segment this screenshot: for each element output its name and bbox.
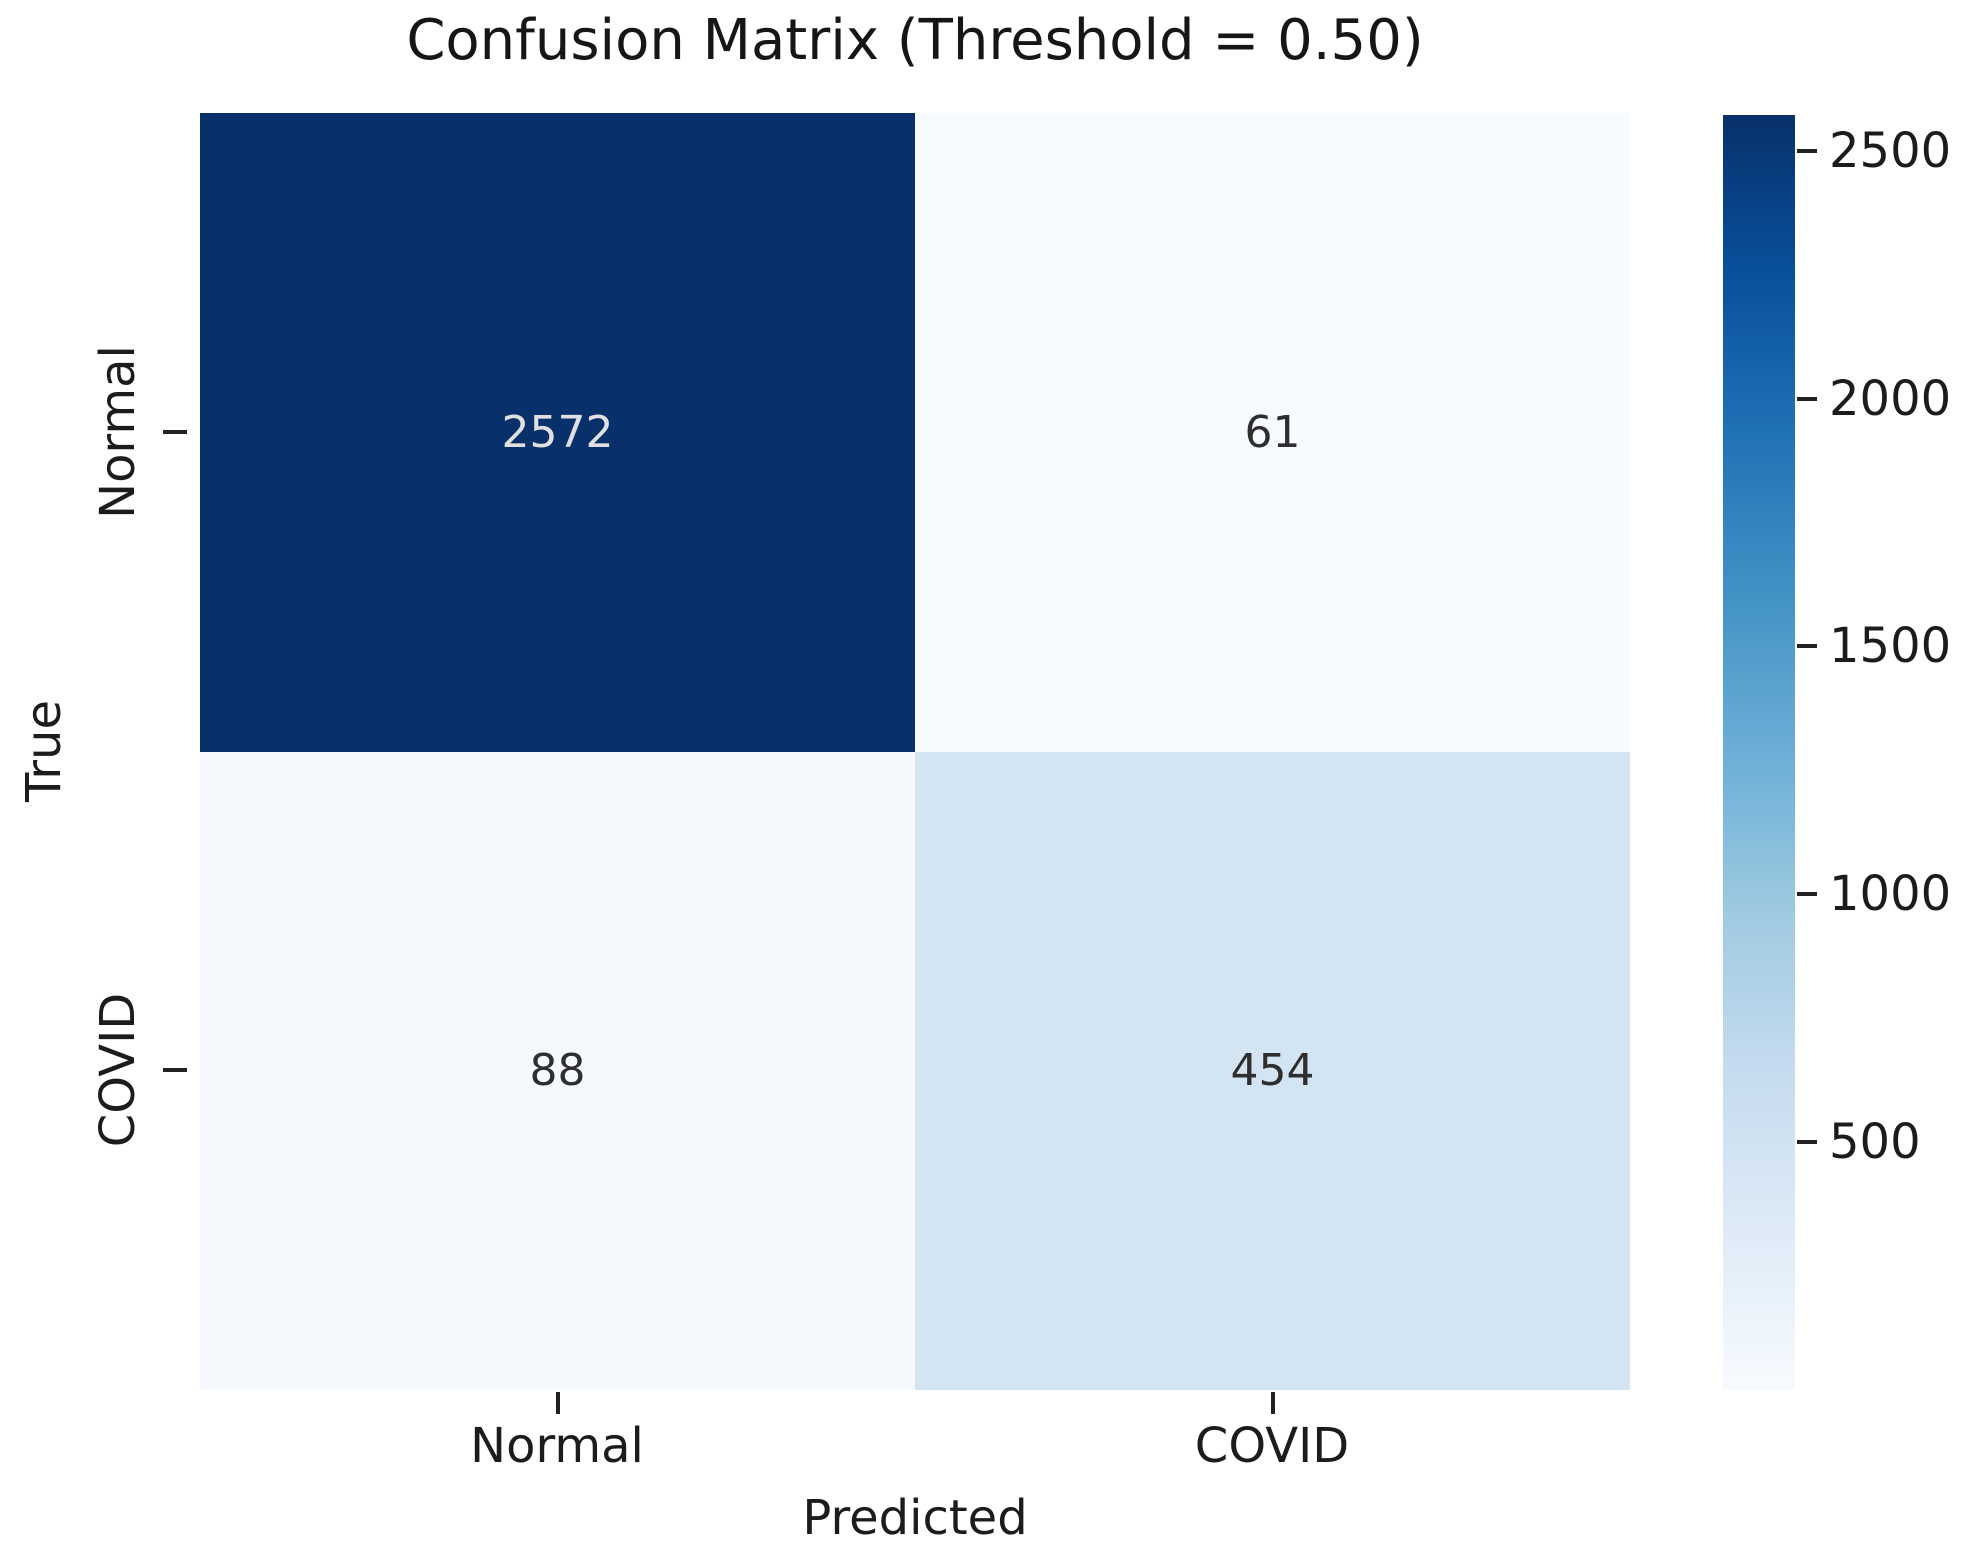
y-tick-label-normal: Normal bbox=[90, 345, 146, 519]
cell-value: 454 bbox=[1230, 1045, 1315, 1097]
colorbar-tick-mark bbox=[1797, 644, 1817, 649]
colorbar-tick: 1500 bbox=[1797, 618, 1951, 674]
heatmap-cell-true-normal-pred-covid: 61 bbox=[915, 113, 1630, 752]
colorbar-tick: 1000 bbox=[1797, 866, 1951, 922]
y-tick-label-covid: COVID bbox=[90, 992, 146, 1148]
colorbar-tick: 2000 bbox=[1797, 371, 1951, 427]
chart-title: Confusion Matrix (Threshold = 0.50) bbox=[406, 8, 1424, 73]
cell-value: 2572 bbox=[501, 406, 614, 458]
heatmap: 2572 61 88 454 bbox=[200, 113, 1630, 1390]
x-tick-mark bbox=[556, 1392, 560, 1414]
colorbar-tick-mark bbox=[1797, 892, 1817, 897]
colorbar-tick-label: 2000 bbox=[1829, 370, 1952, 427]
colorbar-tick-mark bbox=[1797, 148, 1817, 153]
x-tick-label-normal: Normal bbox=[470, 1418, 644, 1474]
y-axis-label: True bbox=[16, 700, 72, 802]
colorbar-tick-mark bbox=[1797, 396, 1817, 401]
colorbar-tick-label: 2500 bbox=[1829, 122, 1952, 179]
heatmap-cell-true-normal-pred-normal: 2572 bbox=[200, 113, 915, 752]
x-tick-mark bbox=[1271, 1392, 1275, 1414]
y-tick-mark bbox=[163, 1068, 187, 1072]
x-tick-label-covid: COVID bbox=[1194, 1418, 1350, 1474]
heatmap-cell-true-covid-pred-covid: 454 bbox=[915, 751, 1630, 1390]
colorbar-tick: 2500 bbox=[1797, 123, 1951, 179]
heatmap-cell-true-covid-pred-normal: 88 bbox=[200, 751, 915, 1390]
colorbar-tick: 500 bbox=[1797, 1114, 1921, 1170]
cell-value: 61 bbox=[1244, 406, 1301, 458]
x-axis-label: Predicted bbox=[802, 1490, 1028, 1546]
cell-value: 88 bbox=[529, 1045, 586, 1097]
y-tick-mark bbox=[163, 430, 187, 434]
colorbar-tick-mark bbox=[1797, 1140, 1817, 1145]
colorbar-tick-label: 1000 bbox=[1829, 866, 1952, 923]
colorbar bbox=[1723, 115, 1795, 1390]
colorbar-tick-label: 1500 bbox=[1829, 618, 1952, 675]
colorbar-tick-label: 500 bbox=[1829, 1114, 1921, 1171]
